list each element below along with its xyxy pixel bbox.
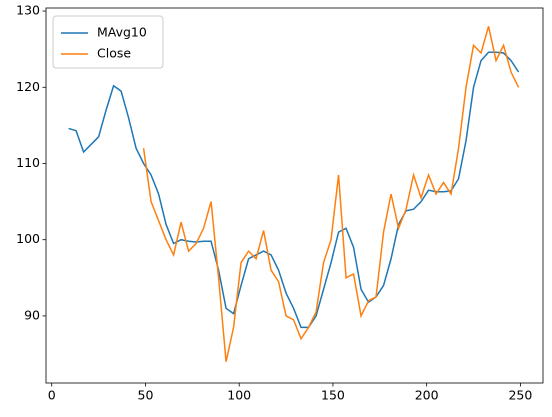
y-tick-label: 90 [24,307,40,322]
x-tick-label: 50 [138,388,154,403]
line-series [142,26,520,362]
x-tick-label: 100 [227,388,251,403]
x-tick-label: 0 [48,388,56,403]
legend-label: MAvg10 [97,25,147,40]
y-tick-label: 130 [16,3,40,18]
y-tick-label: 100 [16,231,40,246]
y-tick-label: 110 [16,155,40,170]
y-tick-label: 120 [16,79,40,94]
x-tick-label: 200 [415,388,439,403]
line-series [68,51,520,329]
legend-box [52,15,164,69]
x-tick-label: 250 [508,388,532,403]
legend-label: Close [97,46,131,61]
x-tick-label: 150 [321,388,345,403]
axes-frame [45,7,544,384]
